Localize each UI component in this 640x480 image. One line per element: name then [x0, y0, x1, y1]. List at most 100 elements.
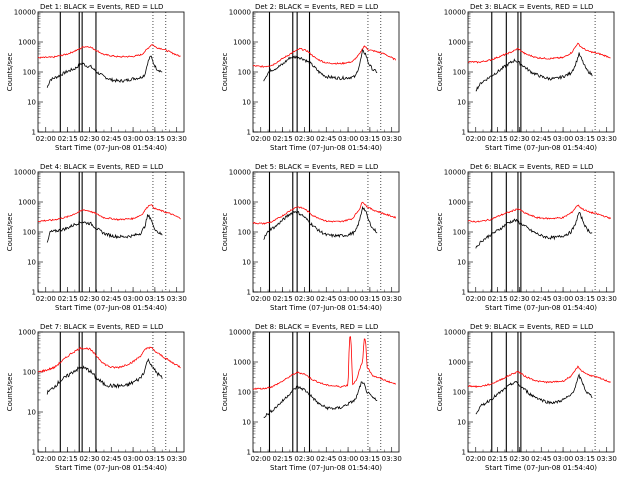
y-tick-label: 100	[23, 229, 36, 237]
x-tick-label: 03:30	[382, 455, 402, 463]
y-tick-label: 1000	[448, 39, 466, 47]
y-tick-label: 1000	[18, 329, 36, 337]
x-tick-label: 02:45	[101, 135, 121, 143]
plot-title: Det 6: BLACK = Events, RED = LLD	[470, 163, 593, 171]
lld-rate-line	[37, 44, 181, 59]
y-tick-label: 10	[242, 99, 251, 107]
y-tick-label: 1000	[233, 199, 251, 207]
det-5-plot: Det 5: BLACK = Events, RED = LLD 1 10 100 10…	[221, 163, 402, 312]
x-axis-label: Start Time (07-Jun-08 01:54:40)	[270, 144, 382, 152]
y-tick-label: 10000	[229, 9, 251, 17]
det-1-plot: Det 1: BLACK = Events, RED = LLD 1 10 100 10…	[6, 3, 187, 152]
y-tick-label: 100	[453, 229, 466, 237]
y-tick-label: 10000	[14, 9, 36, 17]
y-tick-label: 10	[457, 259, 466, 267]
y-tick-label: 1	[32, 129, 36, 137]
det-9-plot: Det 9: BLACK = Events, RED = LLD 1 10 100 10…	[436, 323, 617, 472]
x-tick-label: 02:45	[531, 295, 551, 303]
x-axis-label: Start Time (07-Jun-08 01:54:40)	[55, 144, 167, 152]
y-tick-label: 10	[242, 259, 251, 267]
y-axis-label: Counts/sec	[6, 373, 14, 412]
x-tick-label: 03:15	[575, 455, 595, 463]
lld-rate-line	[252, 201, 396, 225]
x-tick-label: 02:15	[487, 455, 507, 463]
x-axis-label: Start Time (07-Jun-08 01:54:40)	[270, 304, 382, 312]
x-axis-label: Start Time (07-Jun-08 01:54:40)	[270, 464, 382, 472]
y-tick-label: 100	[23, 369, 36, 377]
x-tick-label: 02:45	[531, 455, 551, 463]
x-axis-label: Start Time (07-Jun-08 01:54:40)	[485, 304, 597, 312]
x-tick-label: 02:00	[251, 455, 271, 463]
x-tick-label: 03:15	[360, 295, 380, 303]
plot-title: Det 7: BLACK = Events, RED = LLD	[40, 323, 163, 331]
x-tick-label: 02:45	[101, 295, 121, 303]
det-6-plot: Det 6: BLACK = Events, RED = LLD 1 10 100 10…	[436, 163, 617, 312]
x-tick-label: 02:30	[509, 135, 529, 143]
y-axis-label: Counts/sec	[221, 373, 229, 412]
x-tick-label: 03:30	[597, 455, 617, 463]
x-tick-label: 03:30	[382, 135, 402, 143]
x-axis-label: Start Time (07-Jun-08 01:54:40)	[55, 464, 167, 472]
y-tick-label: 1	[247, 449, 251, 457]
det-4-plot: Det 4: BLACK = Events, RED = LLD 1 10 100 10…	[6, 163, 187, 312]
x-tick-label: 03:00	[338, 455, 358, 463]
plot-title: Det 3: BLACK = Events, RED = LLD	[470, 3, 593, 11]
x-tick-label: 02:00	[466, 455, 486, 463]
plot-frame	[252, 331, 400, 453]
x-axis-label: Start Time (07-Jun-08 01:54:40)	[485, 144, 597, 152]
y-tick-label: 10000	[444, 9, 466, 17]
y-tick-label: 1000	[18, 199, 36, 207]
x-axis-label: Start Time (07-Jun-08 01:54:40)	[55, 304, 167, 312]
plot-title: Det 8: BLACK = Events, RED = LLD	[255, 323, 378, 331]
x-tick-label: 03:15	[145, 295, 165, 303]
x-tick-label: 03:15	[360, 455, 380, 463]
x-tick-label: 03:15	[145, 135, 165, 143]
x-tick-label: 02:15	[57, 295, 77, 303]
x-tick-label: 03:30	[167, 135, 187, 143]
y-tick-label: 10	[27, 259, 36, 267]
x-tick-label: 02:15	[57, 455, 77, 463]
y-tick-label: 10000	[14, 169, 36, 177]
y-tick-label: 1	[462, 289, 466, 297]
x-tick-label: 02:15	[57, 135, 77, 143]
x-tick-label: 03:00	[338, 135, 358, 143]
x-tick-label: 03:30	[597, 295, 617, 303]
x-tick-label: 03:15	[360, 135, 380, 143]
y-axis-label: Counts/sec	[6, 53, 14, 92]
plot-frame	[467, 171, 615, 293]
lld-rate-line	[467, 42, 611, 64]
x-tick-label: 03:30	[597, 135, 617, 143]
x-tick-label: 02:30	[509, 295, 529, 303]
y-tick-label: 1	[32, 289, 36, 297]
y-axis-label: Counts/sec	[221, 53, 229, 92]
x-tick-label: 02:00	[251, 135, 271, 143]
plot-title: Det 4: BLACK = Events, RED = LLD	[40, 163, 163, 171]
y-axis-label: Counts/sec	[221, 213, 229, 252]
x-tick-label: 02:15	[272, 455, 292, 463]
plot-title: Det 5: BLACK = Events, RED = LLD	[255, 163, 378, 171]
x-tick-label: 02:00	[466, 135, 486, 143]
x-tick-label: 02:00	[36, 135, 56, 143]
x-tick-label: 02:30	[294, 295, 314, 303]
y-tick-label: 1000	[18, 39, 36, 47]
x-tick-label: 02:15	[487, 295, 507, 303]
events-rate-line	[46, 214, 163, 243]
events-rate-line	[46, 357, 163, 395]
x-tick-label: 03:15	[575, 135, 595, 143]
x-tick-label: 02:00	[466, 295, 486, 303]
x-tick-label: 02:30	[79, 455, 99, 463]
y-tick-label: 10	[27, 99, 36, 107]
plot-frame	[467, 331, 615, 453]
x-tick-label: 02:15	[272, 295, 292, 303]
y-axis-label: Counts/sec	[436, 53, 444, 92]
det-3-plot: Det 3: BLACK = Events, RED = LLD 1 10 100 10…	[436, 3, 617, 152]
y-tick-label: 1000	[233, 39, 251, 47]
x-tick-label: 03:00	[553, 455, 573, 463]
x-tick-label: 03:00	[553, 295, 573, 303]
x-tick-label: 02:30	[294, 455, 314, 463]
x-tick-label: 03:15	[575, 295, 595, 303]
x-tick-label: 02:30	[79, 295, 99, 303]
x-tick-label: 02:45	[316, 455, 336, 463]
y-tick-label: 10000	[444, 169, 466, 177]
y-tick-label: 10000	[229, 329, 251, 337]
